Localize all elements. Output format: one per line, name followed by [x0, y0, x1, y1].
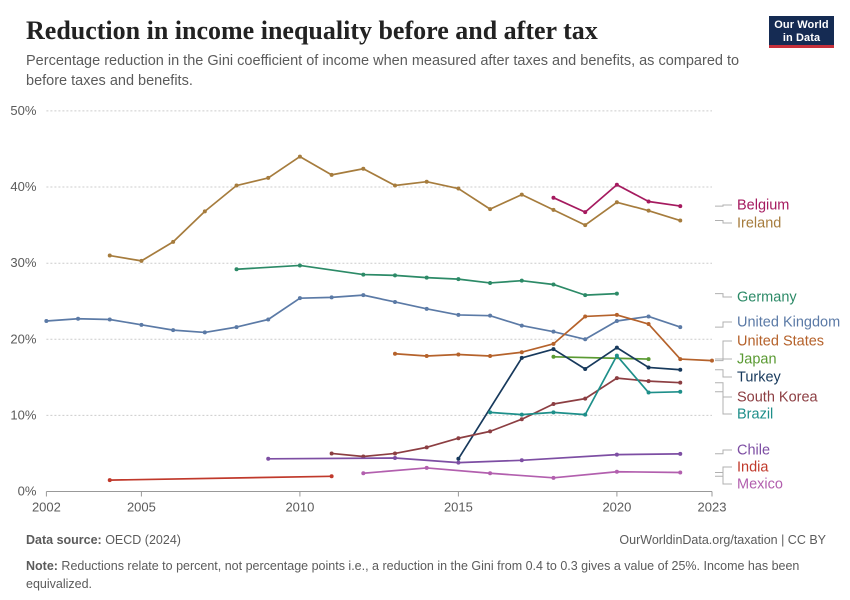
svg-text:Belgium: Belgium: [737, 198, 789, 214]
svg-text:2010: 2010: [285, 500, 314, 515]
svg-text:2023: 2023: [698, 500, 727, 515]
svg-text:Japan: Japan: [737, 352, 777, 368]
svg-text:40%: 40%: [10, 179, 36, 194]
svg-text:Germany: Germany: [737, 290, 797, 306]
svg-text:South Korea: South Korea: [737, 390, 819, 406]
svg-text:2015: 2015: [444, 500, 473, 515]
svg-text:Mexico: Mexico: [737, 477, 783, 493]
svg-text:Brazil: Brazil: [737, 407, 773, 423]
svg-text:Chile: Chile: [737, 443, 770, 459]
svg-text:2020: 2020: [602, 500, 631, 515]
svg-text:Ireland: Ireland: [737, 216, 781, 232]
svg-text:United Kingdom: United Kingdom: [737, 315, 840, 331]
svg-text:20%: 20%: [10, 331, 36, 346]
svg-text:2002: 2002: [32, 500, 61, 515]
svg-text:30%: 30%: [10, 255, 36, 270]
svg-text:50%: 50%: [10, 103, 36, 118]
svg-text:India: India: [737, 460, 769, 476]
svg-text:United States: United States: [737, 334, 824, 350]
svg-text:0%: 0%: [18, 484, 37, 499]
svg-text:10%: 10%: [10, 407, 36, 422]
svg-text:2005: 2005: [127, 500, 156, 515]
svg-text:Turkey: Turkey: [737, 370, 782, 386]
